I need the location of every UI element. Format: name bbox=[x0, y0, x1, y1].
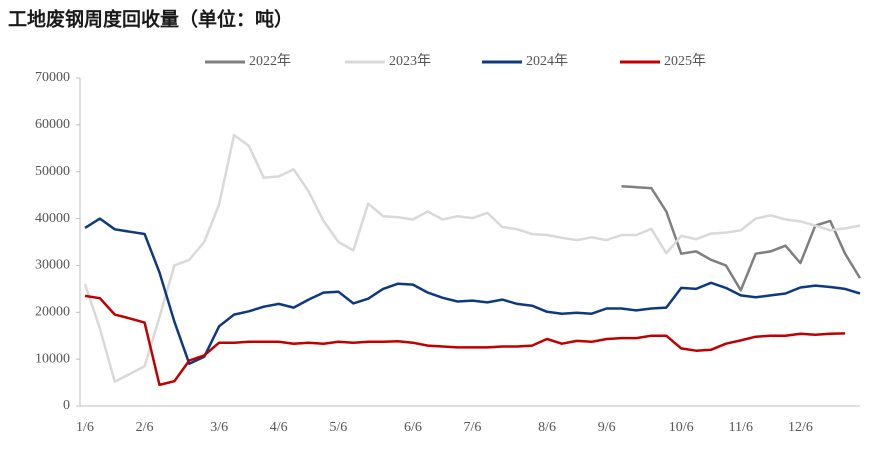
y-tick-label: 70000 bbox=[35, 70, 70, 85]
y-tick-label: 10000 bbox=[35, 351, 70, 366]
x-tick-label: 6/6 bbox=[404, 420, 422, 435]
legend-label: 2024年 bbox=[526, 53, 568, 69]
x-tick-label: 11/6 bbox=[729, 420, 753, 435]
series-line bbox=[621, 184, 862, 292]
chart-title: 工地废钢周度回收量（单位：吨） bbox=[8, 8, 293, 31]
x-tick-label: 1/6 bbox=[76, 420, 94, 435]
x-tick-label: 3/6 bbox=[210, 420, 228, 435]
legend-label: 2022年 bbox=[249, 53, 291, 69]
y-tick-label: 30000 bbox=[35, 258, 70, 273]
series-line bbox=[83, 133, 861, 383]
series-line bbox=[84, 217, 861, 366]
x-tick-label: 9/6 bbox=[598, 420, 616, 435]
x-tick-label: 5/6 bbox=[329, 420, 347, 435]
legend-label: 2025年 bbox=[664, 53, 706, 69]
x-tick-label: 2/6 bbox=[136, 420, 154, 435]
x-tick-label: 4/6 bbox=[270, 420, 288, 435]
x-tick-label: 12/6 bbox=[788, 420, 813, 435]
y-tick-label: 50000 bbox=[35, 164, 70, 179]
series-line bbox=[84, 294, 846, 387]
x-tick-label: 8/6 bbox=[538, 420, 556, 435]
x-tick-label: 7/6 bbox=[464, 420, 482, 435]
y-tick-label: 40000 bbox=[35, 211, 70, 226]
y-tick-label: 0 bbox=[63, 398, 70, 413]
y-tick-label: 20000 bbox=[35, 305, 70, 320]
legend-label: 2023年 bbox=[389, 53, 431, 69]
x-tick-label: 10/6 bbox=[669, 420, 694, 435]
y-tick-label: 60000 bbox=[35, 117, 70, 132]
